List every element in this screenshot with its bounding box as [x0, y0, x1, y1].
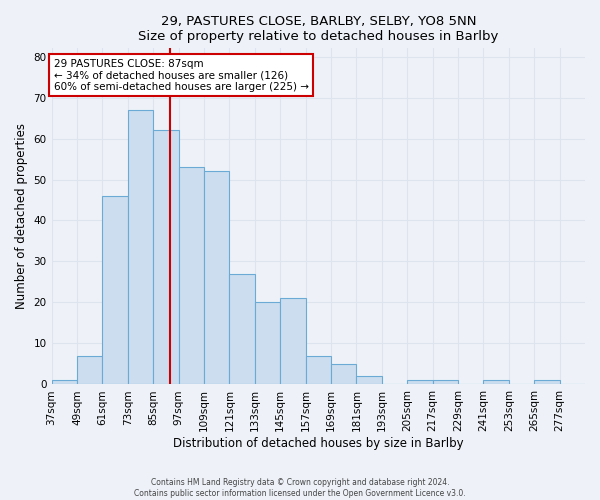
Bar: [484, 380, 509, 384]
Text: Contains HM Land Registry data © Crown copyright and database right 2024.
Contai: Contains HM Land Registry data © Crown c…: [134, 478, 466, 498]
Bar: [433, 380, 458, 384]
Bar: [534, 380, 560, 384]
Bar: [305, 356, 331, 384]
Y-axis label: Number of detached properties: Number of detached properties: [15, 124, 28, 310]
Bar: [229, 274, 255, 384]
Title: 29, PASTURES CLOSE, BARLBY, SELBY, YO8 5NN
Size of property relative to detached: 29, PASTURES CLOSE, BARLBY, SELBY, YO8 5…: [138, 15, 499, 43]
Bar: [128, 110, 153, 384]
Bar: [77, 356, 103, 384]
Bar: [407, 380, 433, 384]
Bar: [52, 380, 77, 384]
Bar: [255, 302, 280, 384]
Bar: [280, 298, 305, 384]
Bar: [204, 172, 229, 384]
Bar: [153, 130, 179, 384]
Bar: [331, 364, 356, 384]
Bar: [179, 167, 204, 384]
X-axis label: Distribution of detached houses by size in Barlby: Distribution of detached houses by size …: [173, 437, 464, 450]
Text: 29 PASTURES CLOSE: 87sqm
← 34% of detached houses are smaller (126)
60% of semi-: 29 PASTURES CLOSE: 87sqm ← 34% of detach…: [53, 58, 308, 92]
Bar: [356, 376, 382, 384]
Bar: [103, 196, 128, 384]
